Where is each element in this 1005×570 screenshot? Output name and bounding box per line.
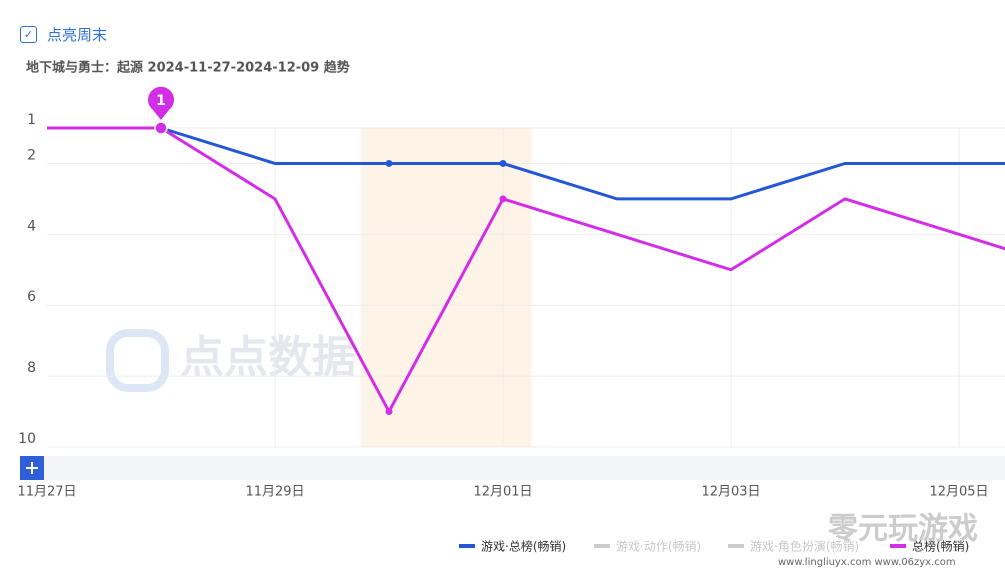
legend-label[interactable]: 总榜(畅销) (912, 539, 969, 554)
legend-label[interactable]: 游戏·动作(畅销) (616, 540, 701, 554)
point (385, 408, 393, 416)
point (499, 159, 507, 167)
x-tick-label: 11月29日 (245, 485, 304, 500)
legend-swatch[interactable] (594, 544, 610, 548)
y-tick-label: 10 (18, 431, 36, 447)
y-tick-label: 4 (27, 218, 36, 234)
legend-swatch[interactable] (728, 544, 744, 548)
site-url: www.lingliuyx.com www.06zyx.com (778, 557, 956, 568)
annotation-point (154, 121, 168, 135)
legend-swatch[interactable] (890, 544, 906, 548)
legend-label[interactable]: 游戏·总榜(畅销) (481, 539, 566, 554)
x-tick-label: 12月03日 (701, 485, 760, 500)
zoom-bar (20, 456, 1005, 480)
series-line (47, 126, 1005, 201)
legend-swatch[interactable] (459, 544, 475, 548)
y-tick-label: 8 (27, 360, 36, 376)
y-tick-label: 2 (27, 147, 36, 163)
chart-title: 地下城与勇士：起源 2024-11-27-2024-12-09 趋势 (26, 60, 350, 76)
legend-label[interactable]: 游戏·角色扮演(畅销) (750, 539, 859, 554)
plot (47, 126, 1005, 416)
y-tick-label: 6 (27, 289, 36, 305)
watermark-logo (106, 329, 169, 392)
point (385, 159, 393, 167)
x-tick-label: 11月27日 (17, 485, 76, 500)
series-line (47, 126, 1005, 415)
annotation-label: 1 (156, 93, 166, 109)
checkbox-label: 点亮周末 (47, 26, 108, 44)
weekend-toggle[interactable]: ✓ 点亮周末 (20, 24, 107, 45)
watermark: 点点数据 (180, 332, 356, 383)
x-tick-label: 12月01日 (473, 485, 532, 500)
zoom-plus (26, 462, 38, 474)
annotation-pin (148, 86, 174, 120)
weekend-band (360, 128, 532, 447)
y-tick-label: 1 (27, 112, 36, 128)
point (499, 195, 507, 203)
x-tick-label: 12月05日 (929, 485, 988, 500)
checkbox[interactable]: ✓ (20, 26, 37, 43)
site-logo: 零元玩游戏 (828, 512, 978, 547)
